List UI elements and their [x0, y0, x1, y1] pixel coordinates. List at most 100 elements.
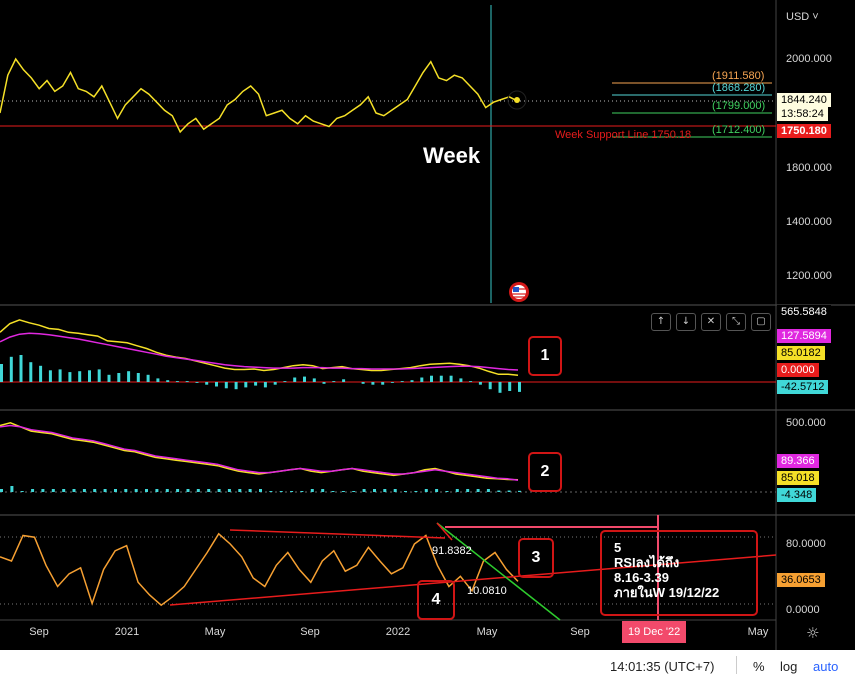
x-tick: May	[747, 626, 769, 638]
macd-histogram-bar	[156, 378, 160, 382]
y-tick: 1800.000	[786, 162, 832, 174]
x-tick: Sep	[300, 626, 320, 638]
last-price-dot-ring	[507, 90, 527, 110]
rsi-y-tick: 80.0000	[786, 538, 826, 550]
macd-histogram-bar	[29, 362, 33, 382]
macd-histogram-bar	[508, 382, 512, 391]
pane2-histogram-bar	[20, 491, 24, 492]
pane2-histogram-bar	[497, 490, 501, 492]
pane2-histogram-bar	[445, 491, 449, 492]
y-tick: 1400.000	[786, 216, 832, 228]
pane2-histogram-bar	[507, 490, 511, 492]
macd-histogram-bar	[381, 382, 385, 385]
macd-histogram-bar	[234, 382, 238, 390]
y-tick: 2000.000	[786, 53, 832, 65]
maximize-icon[interactable]: ▢	[751, 313, 771, 331]
rsi-series	[0, 532, 519, 607]
clock-time[interactable]: 14:01:35 (UTC+7)	[610, 659, 715, 674]
close-icon[interactable]: ✕	[701, 313, 721, 331]
currency-label[interactable]: USD ˅	[786, 11, 819, 23]
macd-zero-badge: 0.0000	[777, 363, 819, 377]
pane2-histogram-bar	[72, 489, 76, 492]
currency-text: USD	[786, 11, 810, 23]
support-price-badge: 1750.180	[777, 124, 831, 138]
chart-canvas	[0, 0, 855, 650]
collapse-icon[interactable]: ⤡	[726, 313, 746, 331]
last-price-dot	[514, 97, 520, 103]
macd-histogram-bar	[430, 375, 433, 382]
pane2-histogram-bar	[124, 489, 128, 492]
pane2-histogram	[0, 486, 521, 492]
rsi-support-trendline	[169, 554, 777, 606]
macd-histogram-bar	[88, 370, 91, 382]
support-line-label: Week Support Line 1750.18	[555, 129, 692, 141]
macd-histogram-bar	[342, 379, 346, 382]
rsi-value-badge: 36.0653	[777, 573, 825, 587]
level-label-1911: (1911.580)	[712, 70, 765, 82]
macd-histogram-bar	[410, 380, 414, 382]
annotation-box-2: 2	[528, 452, 562, 492]
x-tick: May	[476, 626, 498, 638]
macd-histogram-bar	[478, 382, 482, 385]
auto-toggle[interactable]: auto	[813, 659, 839, 674]
annotation-box-5: 5 RSIลงได้ถึง 8.16-3.39 ภายในW 19/12/22	[600, 530, 758, 616]
macd-histogram-bar	[312, 378, 316, 382]
macd-line-badge: 85.0182	[777, 346, 825, 360]
divider	[736, 656, 737, 674]
pane2-histogram-bar	[217, 489, 221, 492]
pane2-histogram-bar	[404, 491, 407, 492]
log-toggle[interactable]: log	[780, 659, 798, 674]
pane2-histogram-bar	[362, 489, 366, 492]
pane2-histogram-bar	[145, 489, 148, 492]
pane2-histogram-bar	[51, 489, 55, 492]
pane2-histogram-bar	[196, 489, 200, 492]
macd-histogram-bar	[390, 382, 394, 383]
pane2-histogram-bar	[424, 489, 428, 492]
last-price-badge: 1844.240	[777, 93, 831, 107]
x-tick: Sep	[29, 626, 49, 638]
macd-histogram-bar	[459, 378, 463, 382]
move-up-icon[interactable]: ↑	[651, 313, 671, 331]
macd-histogram-bar	[263, 382, 267, 388]
us-flag-icon[interactable]	[509, 282, 529, 302]
pane2-histogram-bar	[290, 491, 294, 492]
macd-histogram-bar	[498, 382, 502, 393]
pane2-histogram-bar	[207, 489, 211, 492]
macd-histogram-bar	[48, 370, 52, 382]
macd-histogram-bar	[293, 377, 297, 382]
macd-histogram-bar	[303, 376, 306, 382]
pane2-histogram-bar	[466, 489, 470, 492]
macd-histogram-bar	[175, 381, 179, 382]
macd-histogram-bar	[146, 374, 150, 382]
pane2-histogram-bar	[341, 491, 345, 492]
note-line: RSIลงได้ถึง	[614, 555, 680, 570]
percent-toggle[interactable]: %	[753, 659, 765, 674]
pane2-histogram-bar	[331, 491, 335, 492]
move-down-icon[interactable]: ↓	[676, 313, 696, 331]
pane2-histogram-bar	[238, 489, 242, 492]
pane2-histogram-bar	[518, 490, 521, 492]
settings-gear-icon[interactable]: ☼	[806, 624, 820, 642]
plot-area	[0, 0, 776, 650]
pane2-histogram-bar	[31, 489, 35, 492]
pane2-histogram-bar	[41, 489, 45, 492]
pane2-histogram-bar	[0, 489, 3, 492]
pane2-histogram-bar	[134, 489, 138, 492]
rsi-downtrend-line	[436, 522, 561, 621]
macd-histogram-bar	[215, 382, 218, 387]
macd-histogram-bar	[58, 369, 62, 382]
macd-histogram-bar	[117, 373, 121, 382]
macd-top-value: 565.5848	[777, 305, 831, 319]
date-highlight-badge: 19 Dec '22	[622, 621, 687, 643]
pane2-histogram-bar	[486, 489, 490, 492]
macd-histogram-bar	[449, 375, 453, 382]
macd-histogram-bar	[195, 382, 199, 383]
price-series	[0, 57, 518, 134]
rsi-peak-marker	[436, 522, 453, 541]
pane2-histogram-bar	[93, 489, 97, 492]
pane2-histogram-bar	[476, 489, 480, 492]
macd-histogram-bar	[518, 382, 521, 392]
macd-histogram-bar	[283, 381, 287, 382]
macd-histogram-bar	[244, 382, 248, 388]
macd-histogram-bar	[127, 371, 131, 382]
